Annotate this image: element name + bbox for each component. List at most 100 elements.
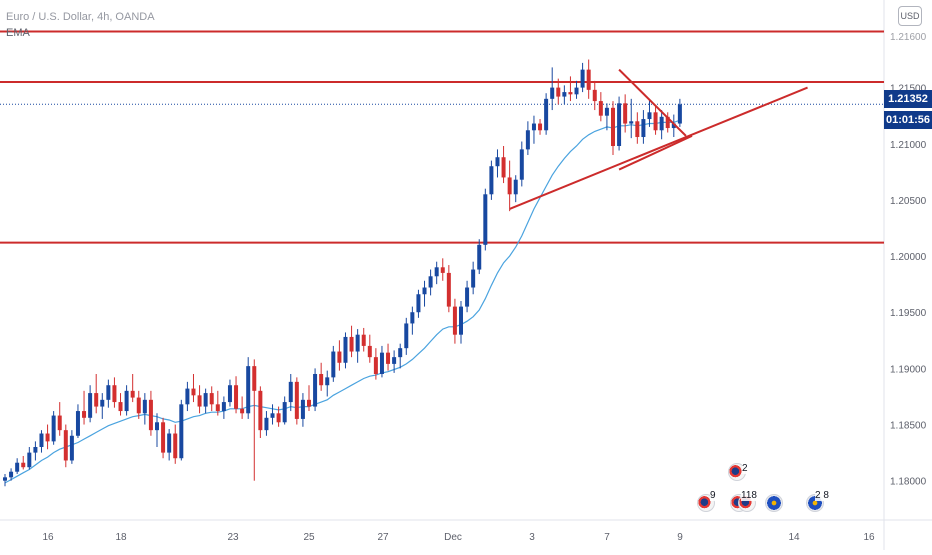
candle-body xyxy=(173,433,178,459)
candle-body xyxy=(51,415,56,442)
candle-body xyxy=(100,399,105,407)
candle-body xyxy=(203,393,208,407)
candle-body xyxy=(623,103,628,124)
candle-body xyxy=(671,123,676,129)
candle-body xyxy=(538,123,543,131)
candle-body xyxy=(118,402,123,412)
candle-body xyxy=(452,306,457,335)
candle-body xyxy=(379,352,384,374)
trendline xyxy=(509,86,808,210)
candle-body xyxy=(501,157,506,178)
candle-body xyxy=(373,357,378,374)
candle-body xyxy=(434,267,439,277)
candle-body xyxy=(27,452,32,468)
candle-body xyxy=(495,157,500,167)
candle-body xyxy=(489,166,494,195)
candle-body xyxy=(513,179,518,195)
candle-body xyxy=(446,272,451,307)
candle-body xyxy=(307,399,311,407)
candle-body xyxy=(69,435,74,461)
candle-body xyxy=(483,194,488,245)
candle-body xyxy=(343,336,348,363)
candle-body xyxy=(185,388,190,405)
candle-body xyxy=(246,366,251,414)
candle-body xyxy=(252,366,257,391)
candle-body xyxy=(592,89,597,102)
candle-body xyxy=(550,87,555,99)
x-tick-label: 16 xyxy=(863,532,875,543)
candle-body xyxy=(45,433,50,442)
current-price-tag: 1.21352 xyxy=(884,90,932,108)
y-tick-label: 1.19000 xyxy=(890,364,927,375)
candle-body xyxy=(313,373,318,407)
candle-body xyxy=(635,121,640,138)
candle-body xyxy=(580,69,585,88)
candle-body xyxy=(294,381,299,419)
candle-body xyxy=(428,276,433,288)
candle-body xyxy=(300,399,305,419)
event-count: 118 xyxy=(741,490,757,501)
symbol-title[interactable]: Euro / U.S. Dollar, 4h, OANDA xyxy=(6,11,155,23)
x-tick-label: Dec xyxy=(444,532,462,543)
candle-body xyxy=(197,395,202,407)
event-count: 9 xyxy=(710,490,716,501)
candle-body xyxy=(227,385,232,403)
candle-body xyxy=(611,107,615,147)
candle-body xyxy=(556,87,561,97)
candle-body xyxy=(659,116,664,131)
candle-body xyxy=(21,462,26,468)
candle-body xyxy=(361,334,366,346)
candle-body xyxy=(209,393,214,405)
ema-line xyxy=(4,119,681,484)
candle-body xyxy=(477,244,482,270)
candle-body xyxy=(3,477,7,481)
x-tick-label: 23 xyxy=(227,532,239,543)
candle-body xyxy=(276,413,281,423)
eu-flag-icon xyxy=(765,494,783,512)
eu-event-icon[interactable] xyxy=(765,494,785,514)
candle-body xyxy=(331,351,336,378)
y-tick-label: 1.19500 xyxy=(890,308,927,319)
y-tick-label: 1.21000 xyxy=(890,140,927,151)
candle-body xyxy=(63,430,68,461)
candle-body xyxy=(629,121,634,124)
candle-body xyxy=(221,402,226,412)
candle-body xyxy=(525,130,530,150)
event-count: 2 8 xyxy=(815,490,829,501)
candle-body xyxy=(9,471,14,478)
candle-body xyxy=(617,103,622,147)
candle-body xyxy=(349,336,354,352)
x-tick-label: 18 xyxy=(115,532,127,543)
candle-body xyxy=(459,306,463,335)
trendline xyxy=(618,68,687,137)
y-tick-label: 1.18500 xyxy=(890,421,927,432)
currency-button[interactable]: USD xyxy=(898,6,922,26)
x-tick-label: 9 xyxy=(677,532,683,543)
candle-body xyxy=(404,323,409,349)
candle-body xyxy=(75,411,80,436)
candle-body xyxy=(598,101,603,116)
candle-body xyxy=(544,98,549,131)
candle-body xyxy=(88,393,93,418)
candle-body xyxy=(604,107,609,116)
indicator-label[interactable]: EMA xyxy=(6,27,30,39)
candle-body xyxy=(155,422,159,431)
candle-body xyxy=(410,312,415,324)
candle-body xyxy=(574,87,579,95)
y-tick-label: 1.21500 xyxy=(890,84,927,95)
trendline xyxy=(618,134,693,171)
candle-body xyxy=(161,422,166,453)
candle-body xyxy=(531,123,536,131)
candle-body xyxy=(677,104,682,124)
candle-body xyxy=(191,388,196,396)
candle-body xyxy=(39,433,44,447)
candle-body xyxy=(465,287,470,307)
y-tick-label: 1.20000 xyxy=(890,252,927,263)
x-tick-label: 3 xyxy=(529,532,535,543)
candle-body xyxy=(148,399,153,431)
candle-body xyxy=(562,92,567,97)
candle-body xyxy=(337,351,342,363)
candle-body xyxy=(179,404,184,459)
